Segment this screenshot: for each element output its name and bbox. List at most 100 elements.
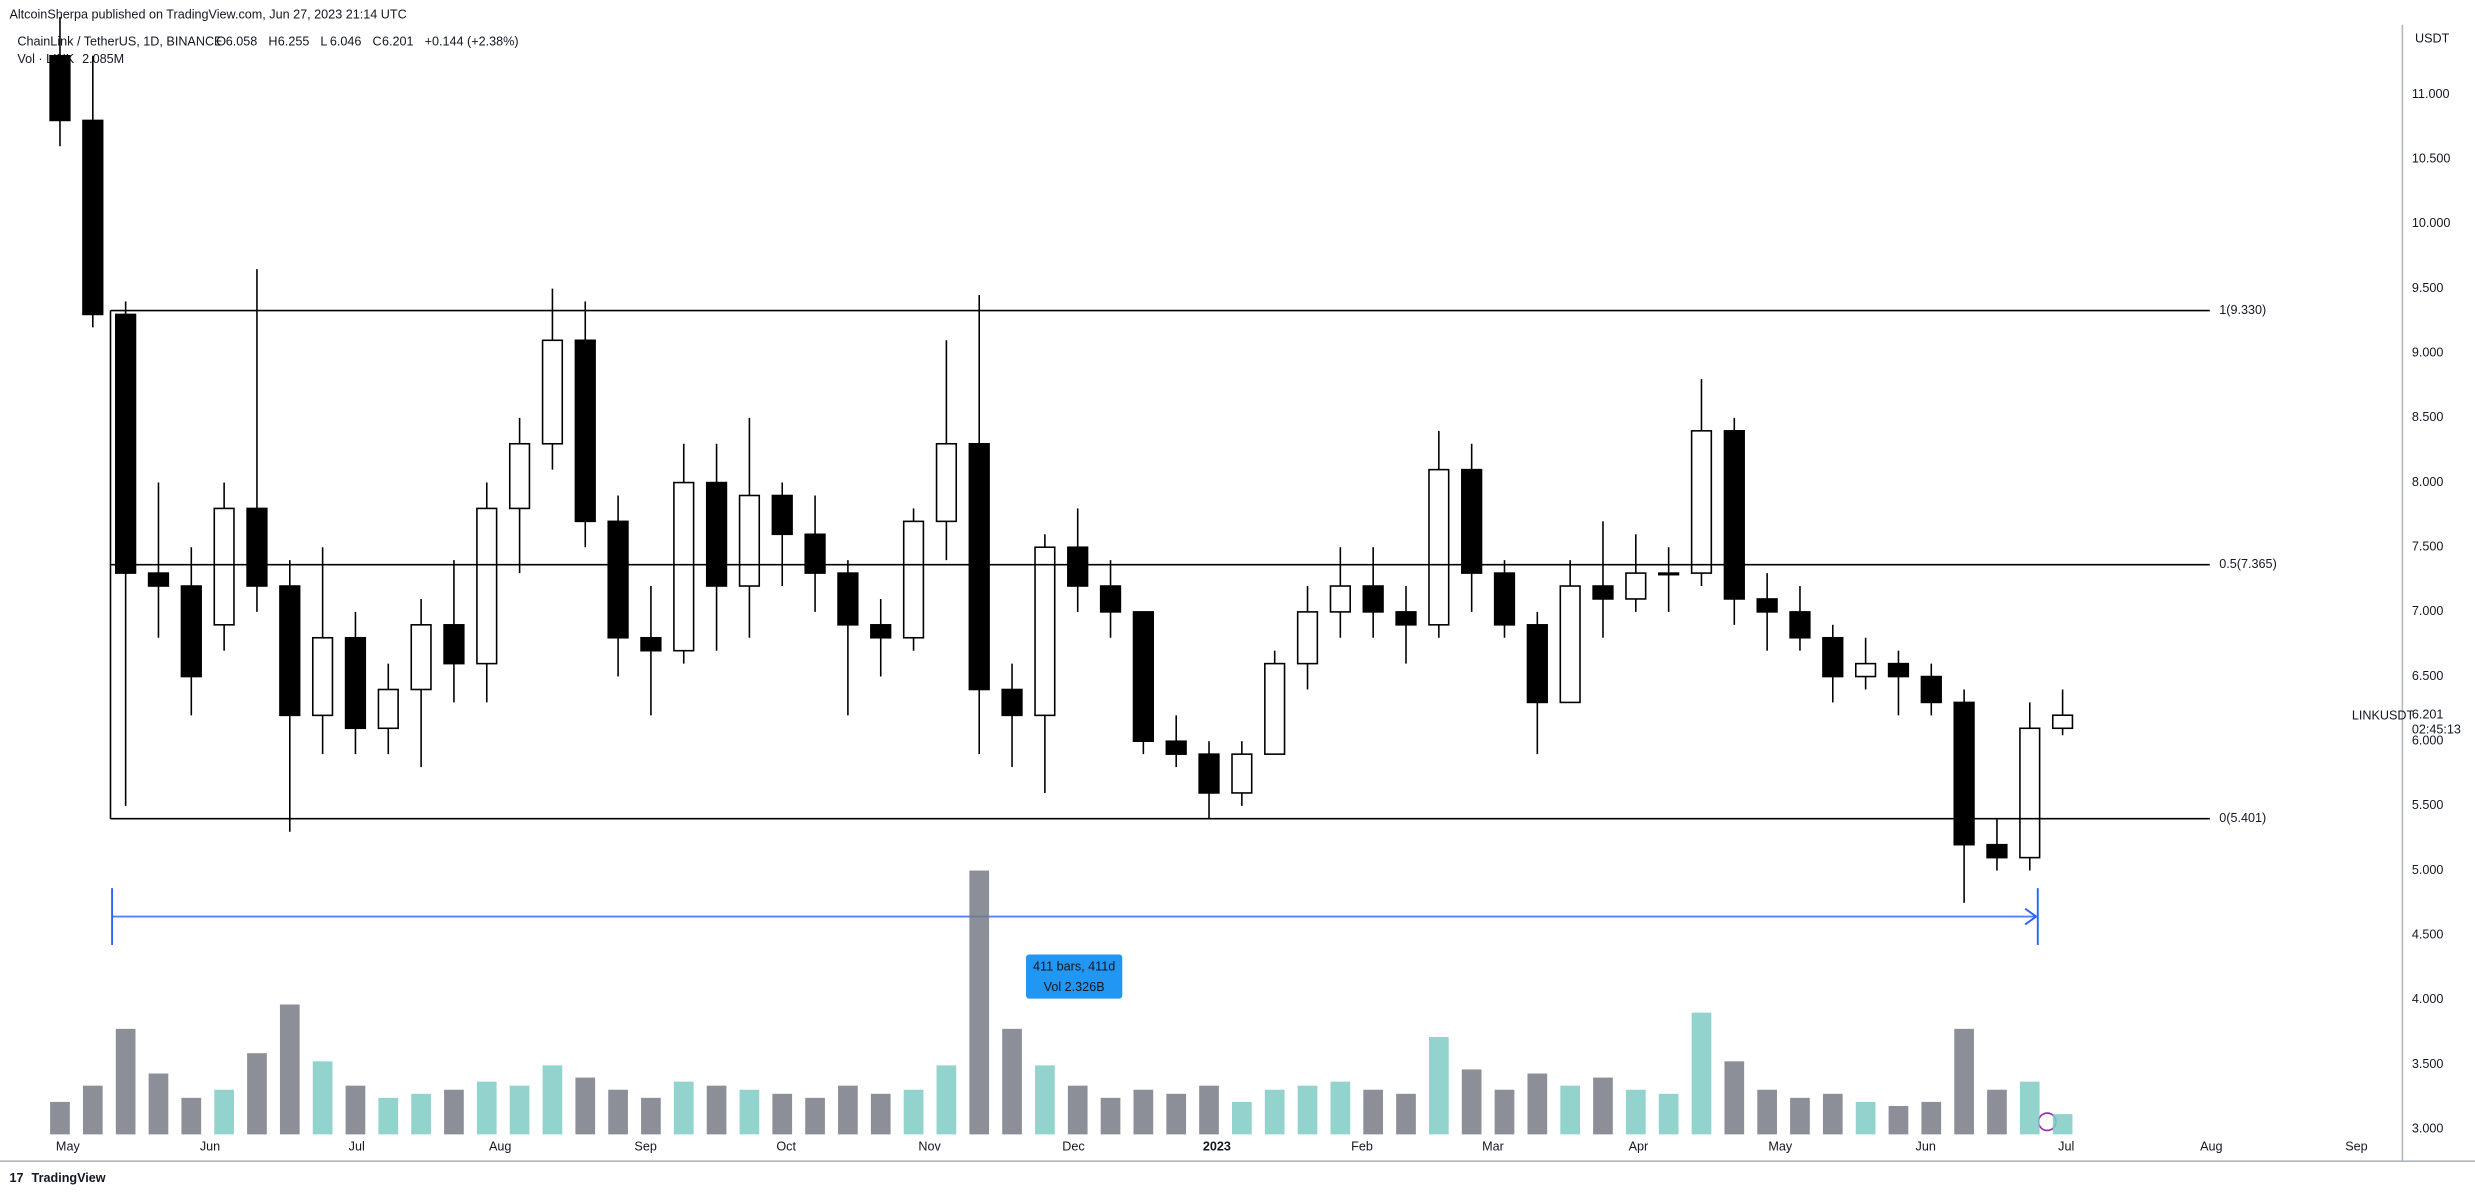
volume-bar <box>279 1004 300 1135</box>
volume-bar <box>1166 1093 1187 1135</box>
candle-body <box>1362 585 1384 613</box>
volume-bar <box>1133 1089 1154 1135</box>
candle-body <box>1493 572 1516 626</box>
x-tick-label: Jul <box>349 1139 365 1153</box>
x-tick-label: Apr <box>1629 1139 1649 1153</box>
candle-body <box>771 494 793 536</box>
volume-bar <box>1921 1101 1942 1135</box>
measure-box <box>1025 954 1123 999</box>
candle-body <box>344 636 367 730</box>
volume-bar <box>1527 1073 1548 1135</box>
y-tick-label: 5.000 <box>2412 863 2444 877</box>
x-tick-label: Oct <box>776 1139 796 1153</box>
candle-body <box>213 507 235 626</box>
ohlc-value: 6.058 <box>226 34 258 48</box>
currency: USDT <box>2415 31 2450 45</box>
x-tick-label: Jun <box>200 1139 220 1153</box>
candle-body <box>1887 662 1910 678</box>
x-tick-label: Jul <box>2058 1139 2074 1153</box>
candle-body <box>311 636 334 717</box>
volume-bar <box>1067 1085 1088 1135</box>
volume-bar <box>2019 1081 2040 1135</box>
volume-bar <box>1035 1065 1055 1135</box>
volume-bar <box>1625 1089 1646 1135</box>
symbol: ChainLink / TetherUS, 1D, BINANCE <box>17 34 222 48</box>
volume-bar <box>1232 1101 1252 1135</box>
candle-body <box>1822 636 1844 678</box>
candle-body <box>1658 572 1680 576</box>
volume-bar <box>1691 1012 1712 1135</box>
volume-bar <box>345 1085 366 1135</box>
last-price: 6.201 <box>2412 708 2444 722</box>
measure-arrow <box>2024 907 2038 926</box>
x-tick-label: May <box>1768 1139 1793 1153</box>
y-tick-label: 3.000 <box>2412 1122 2444 1136</box>
volume-bar <box>509 1085 530 1135</box>
volume-bar <box>1264 1089 1285 1135</box>
y-tick-label: 9.500 <box>2412 281 2444 295</box>
candle-body <box>738 494 761 587</box>
ohlc-letter: C <box>373 34 382 48</box>
candle-body <box>1526 624 1548 704</box>
candle-body <box>705 481 728 587</box>
volume-bar <box>1428 1036 1449 1135</box>
y-tick-label: 10.000 <box>2412 216 2451 230</box>
candle-body <box>1461 468 1483 574</box>
candle-body <box>1329 585 1351 613</box>
volume-bar <box>936 1065 957 1135</box>
x-tick-label: Mar <box>1482 1139 1504 1153</box>
y-tick-label: 6.500 <box>2412 669 2444 683</box>
volume-bar <box>1396 1093 1416 1135</box>
candle-body <box>1395 611 1417 626</box>
y-tick-label: 8.500 <box>2412 410 2444 424</box>
candle-body <box>1296 611 1319 665</box>
x-tick-label: 2023 <box>1203 1139 1231 1153</box>
volume-bar <box>50 1101 70 1135</box>
x-tick-label: Sep <box>634 1139 656 1153</box>
volume-bar <box>1954 1028 1974 1135</box>
volume-bar <box>542 1065 563 1135</box>
fib-label: 1(9.330) <box>2219 303 2266 317</box>
volume-bar <box>1494 1089 1515 1135</box>
candle-body <box>1165 740 1187 755</box>
candle-body <box>476 507 498 665</box>
x-tick-label: May <box>56 1139 81 1153</box>
volume-bar <box>1560 1085 1581 1135</box>
last-price-ticker: LINKUSDT <box>2352 708 2415 722</box>
x-tick-label: Aug <box>2200 1139 2222 1153</box>
candle-body <box>1428 468 1450 626</box>
volume-bar <box>575 1077 596 1135</box>
volume-bar <box>1100 1097 1121 1135</box>
ohlc-letter: O <box>216 34 226 48</box>
candle-body <box>279 585 301 717</box>
x-tick-label: Jun <box>1916 1139 1936 1153</box>
candle-body <box>1001 688 1023 717</box>
volume-bar <box>772 1093 793 1135</box>
y-tick-label: 8.000 <box>2412 475 2444 489</box>
y-tick-label: 6.000 <box>2412 734 2444 748</box>
fib-label: 0(5.401) <box>2219 811 2266 825</box>
volume-bar <box>739 1089 760 1135</box>
candle-body <box>607 520 629 639</box>
ohlc-legend: O 6.058 H 6.255 L 6.046 C 6.201 +0.144 (+2.38%) <box>216 34 518 48</box>
candle-body <box>1625 572 1647 600</box>
candle-body <box>1592 585 1614 600</box>
volume-bar <box>247 1053 267 1135</box>
volume-bar <box>838 1085 858 1135</box>
ohlc-change: +0.144 (+2.38%) <box>425 34 519 48</box>
brand-logo: 17 <box>9 1171 23 1185</box>
volume-bar <box>1593 1077 1613 1135</box>
candle-body <box>1986 843 2008 859</box>
candle-body <box>82 119 104 316</box>
volume-bar <box>1790 1097 1810 1135</box>
candle-body <box>935 442 958 523</box>
candle-body <box>1723 430 1745 600</box>
candle-body <box>443 624 465 665</box>
volume-bar <box>1363 1089 1384 1135</box>
volume-bar <box>706 1085 727 1135</box>
y-tick-label: 3.500 <box>2412 1057 2444 1071</box>
y-tick-label: 5.500 <box>2412 798 2444 812</box>
candle-body <box>1789 611 1811 639</box>
ohlc-value: 6.255 <box>278 34 310 48</box>
volume-bar <box>1855 1101 1876 1135</box>
